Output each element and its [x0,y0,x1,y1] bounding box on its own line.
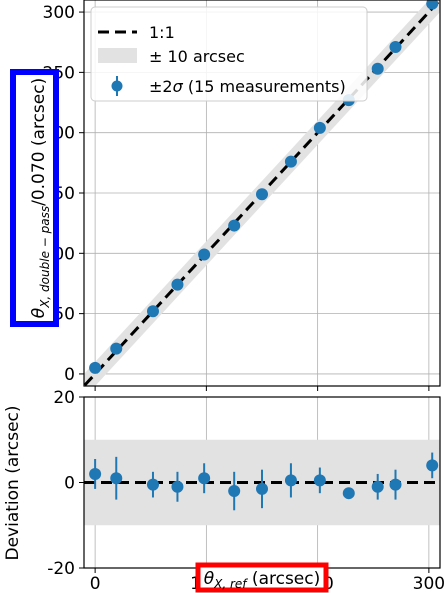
bottom-point [313,474,326,487]
bottom-point [110,472,123,485]
bottom-y-tick-label: -20 [47,559,75,579]
legend-label-band: ± 10 arcsec [149,47,245,66]
bottom-point [256,482,268,495]
bottom-y-tick-label: 20 [53,388,75,408]
top-point [426,0,439,10]
top-point [171,278,184,291]
top-point [89,361,102,374]
legend-marker-swatch [111,80,123,92]
bottom-point [371,480,384,493]
legend-label-1to1: 1:1 [149,23,175,42]
top-panel: 050100150200250300 1:1 ± 10 arcsec ±2σ (… [10,0,441,391]
bottom-point [146,478,159,491]
top-point [110,342,123,355]
svg-text:θX, double − pass/0.070 (arcse: θX, double − pass/0.070 (arcsec) [29,78,52,318]
top-point [146,305,159,318]
bottom-point [171,480,184,493]
legend: 1:1 ± 10 arcsec ±2σ (15 measurements) [90,6,368,102]
bottom-x-tick-label: 0 [90,574,101,593]
legend-band-swatch [98,48,137,63]
bottom-point [284,474,297,487]
top-y-label: θX, double − pass/0.070 (arcsec) [10,69,59,327]
top-point [228,219,241,232]
legend-label-measurements: ±2σ (15 measurements) [149,77,346,96]
top-point [284,155,297,168]
bottom-point [198,472,211,485]
bottom-point [89,467,102,480]
top-point [313,121,326,134]
bottom-point [426,459,439,472]
top-point [256,188,268,201]
top-point [198,248,211,261]
top-y-tick-label: 0 [64,365,75,385]
bottom-point [389,478,402,491]
bottom-points [89,452,439,511]
top-point [371,62,384,75]
bottom-point [228,485,241,498]
top-points [89,0,439,374]
bottom-point [342,487,355,500]
svg-text:θX, ref (arcsec): θX, ref (arcsec) [204,569,321,591]
bottom-x-label: θX, ref (arcsec) [195,562,329,593]
bottom-x-tick-label: 300 [413,574,444,593]
top-point [389,41,402,54]
top-y-tick-label: 300 [43,3,75,23]
legend-box [90,6,368,102]
top-y-label-box [10,69,59,327]
bottom-x-label-box [195,562,329,593]
bottom-y-ticks: -20 0 20 [47,388,84,579]
bottom-y-tick-label: 0 [64,474,75,494]
bottom-y-label: Deviation (arcsec) [3,405,23,560]
